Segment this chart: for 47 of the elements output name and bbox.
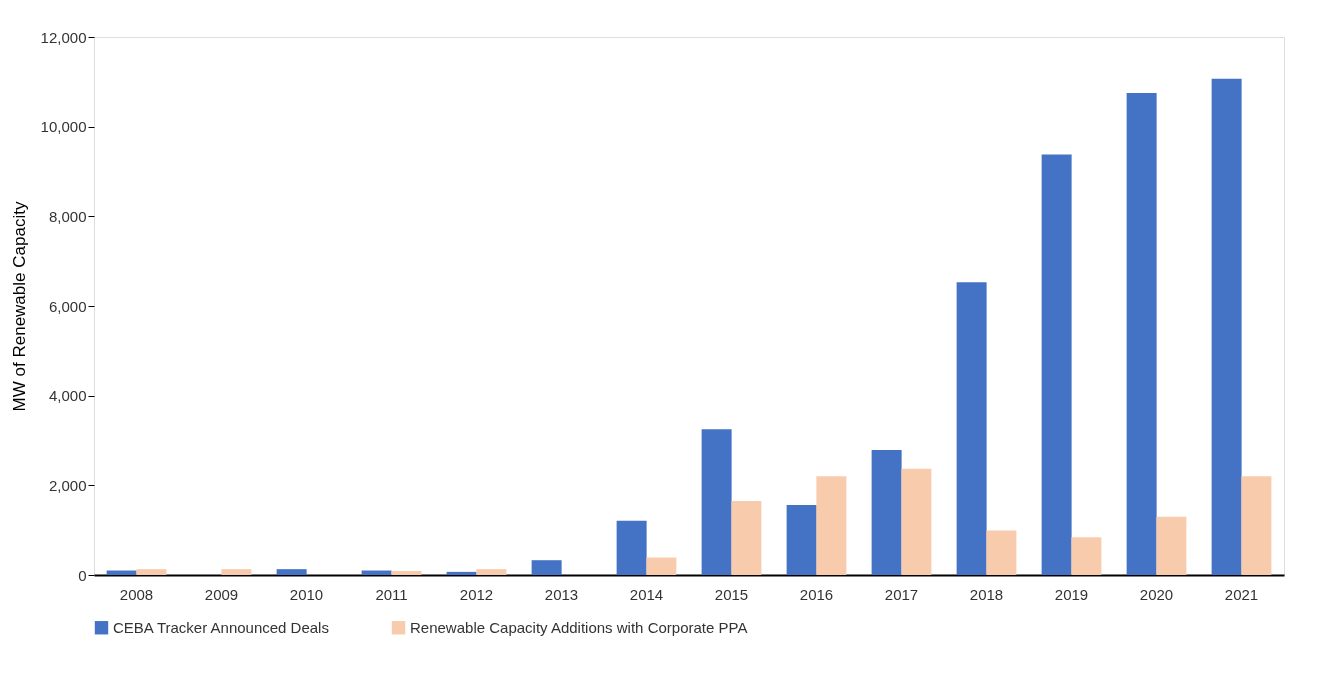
x-tick-label: 2014 — [629, 585, 664, 603]
bar — [616, 520, 647, 575]
x-tick-label: 2011 — [375, 585, 408, 603]
bar — [476, 569, 507, 575]
bar — [1241, 476, 1272, 575]
bar — [986, 530, 1017, 575]
x-tick-label: 2010 — [289, 585, 324, 603]
x-tick-label: 2020 — [1139, 585, 1174, 603]
bar — [816, 476, 847, 575]
bar — [1126, 93, 1157, 575]
x-tick-label: 2016 — [799, 585, 834, 603]
bar — [446, 571, 477, 575]
y-tick-label: 6,000 — [48, 297, 87, 315]
bar — [901, 468, 932, 575]
y-tick-label: 8,000 — [48, 207, 87, 225]
x-tick-label: 2013 — [544, 585, 579, 603]
bar — [221, 569, 252, 575]
bar — [391, 570, 422, 575]
bar — [701, 429, 732, 575]
y-tick-label: 10,000 — [40, 118, 87, 136]
bar — [1041, 154, 1072, 575]
x-tick-label: 2019 — [1054, 585, 1089, 603]
bar — [871, 449, 902, 575]
y-axis-title: MW of Renewable Capacity — [9, 201, 29, 412]
y-tick-label: 12,000 — [40, 28, 87, 46]
bar — [786, 505, 817, 575]
y-tick-label: 2,000 — [48, 476, 87, 494]
y-tick-label: 0 — [78, 566, 87, 584]
legend-label: Renewable Capacity Additions with Corporate PPA — [410, 618, 748, 636]
x-tick-label: 2021 — [1224, 585, 1259, 603]
x-tick-label: 2017 — [884, 585, 919, 603]
bar — [731, 501, 762, 575]
bar — [531, 560, 562, 575]
bar — [646, 557, 677, 575]
bar — [136, 569, 167, 575]
x-tick-label: 2018 — [969, 585, 1004, 603]
x-tick-label: 2008 — [119, 585, 154, 603]
x-tick-label: 2015 — [714, 585, 749, 603]
y-tick-label: 4,000 — [48, 387, 87, 405]
x-tick-label: 2009 — [204, 585, 239, 603]
legend-label: CEBA Tracker Announced Deals — [113, 618, 329, 636]
bar — [1156, 516, 1187, 575]
bar — [276, 569, 307, 575]
x-tick-label: 2012 — [459, 585, 494, 603]
bar — [956, 282, 987, 575]
bar — [1071, 537, 1102, 575]
bar — [1211, 78, 1242, 575]
